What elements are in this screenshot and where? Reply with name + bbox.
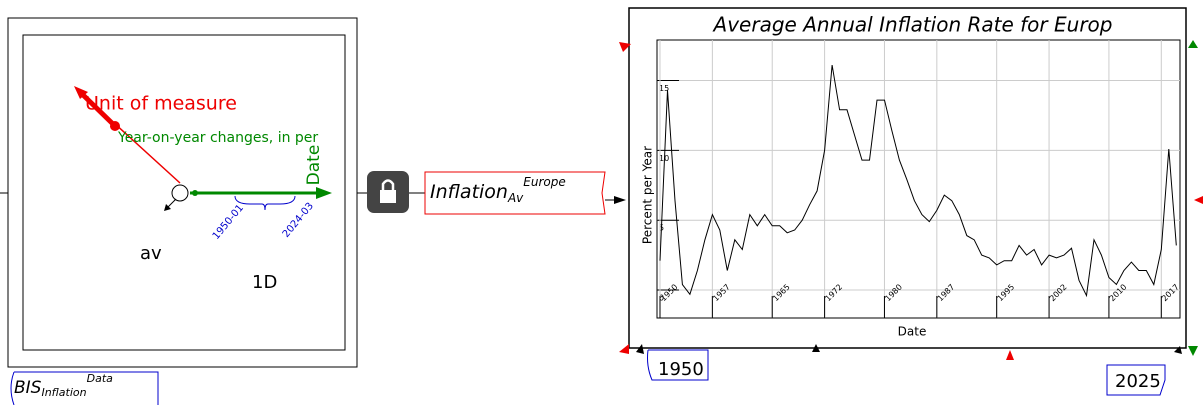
range-brace (234, 195, 296, 211)
range-max: 2024-03 (281, 201, 316, 240)
subscript: Inflation (41, 386, 86, 399)
handle-slice: Year-on-year changes, in per (117, 130, 318, 146)
plot-frame[interactable] (628, 7, 1187, 349)
series-line (659, 65, 1177, 298)
handle-arrow (74, 86, 88, 99)
reduction: av (140, 243, 162, 264)
y-tick-label: 0 (659, 294, 664, 303)
rank: 1D (252, 272, 277, 293)
port (1006, 350, 1014, 360)
handle-dot[interactable] (192, 190, 198, 196)
x-axis-label: Date (898, 325, 927, 339)
handle-label: Unit of measure (85, 93, 237, 115)
lock-shackle (381, 179, 395, 190)
handle-dot[interactable] (110, 121, 120, 131)
superscript: Data (87, 372, 114, 385)
variable-frame[interactable] (10, 371, 159, 405)
range-min-label: 1950 (658, 359, 704, 380)
name: BIS (14, 378, 42, 398)
port (1188, 346, 1198, 356)
port (619, 344, 629, 354)
reduction-arrowhead (164, 204, 171, 211)
y-tick-label: 15 (659, 84, 669, 93)
output-frame[interactable] (424, 171, 606, 215)
output-name: InflationAv Europe (430, 175, 566, 205)
range-min-box[interactable] (647, 349, 709, 381)
range-max-label: 2025 (1115, 371, 1161, 392)
handle-label: Date (304, 145, 324, 186)
port (619, 42, 631, 52)
port (812, 344, 820, 352)
y-axis-label: Percent per Year (641, 146, 655, 244)
chart-title: Average Annual Inflation Rate for Europ (712, 13, 1113, 37)
variable-name: BISInflationData (14, 372, 113, 399)
port (1188, 40, 1198, 48)
port (614, 196, 626, 204)
range-max-box[interactable] (1106, 364, 1166, 396)
port (636, 344, 644, 354)
plot-area (656, 39, 1181, 319)
name: Inflation (430, 181, 508, 203)
handle-arrow (316, 187, 332, 199)
ravel-center[interactable] (171, 184, 189, 202)
range-min: 1950-01 (211, 203, 246, 242)
superscript: Europe (523, 175, 565, 189)
handle-line-thick (78, 90, 117, 128)
lock-body (380, 190, 396, 203)
subscript: Av (507, 191, 524, 205)
port (1174, 346, 1182, 354)
ravel-inner (22, 34, 346, 351)
port (1194, 196, 1203, 204)
